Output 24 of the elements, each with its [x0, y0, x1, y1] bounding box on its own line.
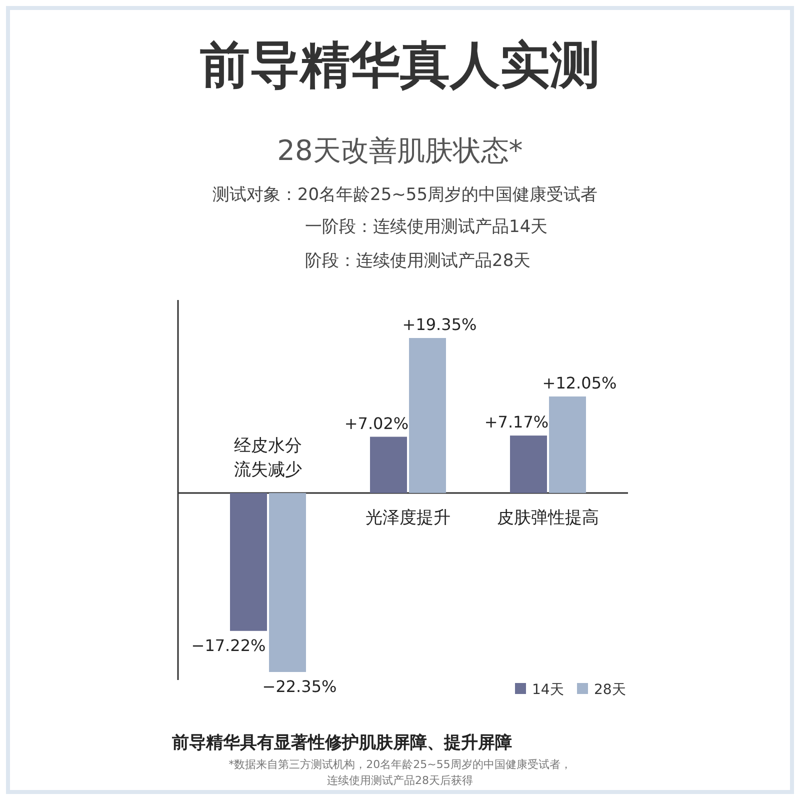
- x-tick-label: 经皮水分流失减少: [234, 436, 302, 480]
- text: *数据来自第三方测试机构，20名年龄25~55周岁的中国健康受试者，连续使用测试产品28天后获得: [228, 758, 572, 787]
- bar: [230, 492, 267, 631]
- text: 一阶段：连续使用测试产品14天: [305, 217, 548, 237]
- x-tick-label: 皮肤弹性提高: [497, 508, 599, 528]
- bar: [549, 396, 586, 493]
- text: 阶段：连续使用测试产品28天: [305, 251, 531, 271]
- chart-subtitle: 28天改善肌肤状态*: [277, 134, 523, 167]
- text: 前导精华具有显著性修护肌肤屏障、提升屏障: [171, 733, 512, 753]
- legend-label: 14天: [532, 682, 564, 698]
- bar: [510, 436, 547, 493]
- x-tick-label: 光泽度提升: [366, 508, 450, 528]
- bar: [269, 492, 306, 672]
- data-label: +12.05%: [542, 373, 617, 392]
- bar: [409, 338, 446, 493]
- legend-label: 28天: [594, 682, 626, 698]
- data-label: +7.02%: [344, 414, 409, 433]
- bar: [370, 436, 407, 493]
- data-label: −17.22%: [191, 636, 266, 655]
- data-label: +7.17%: [484, 412, 549, 432]
- data-label: +19.35%: [402, 315, 477, 334]
- chart-title: 前导精华真人实测: [200, 36, 600, 94]
- text: 测试对象：20名年龄25~55周岁的中国健康受试者: [212, 185, 598, 205]
- data-label: −22.35%: [262, 677, 337, 696]
